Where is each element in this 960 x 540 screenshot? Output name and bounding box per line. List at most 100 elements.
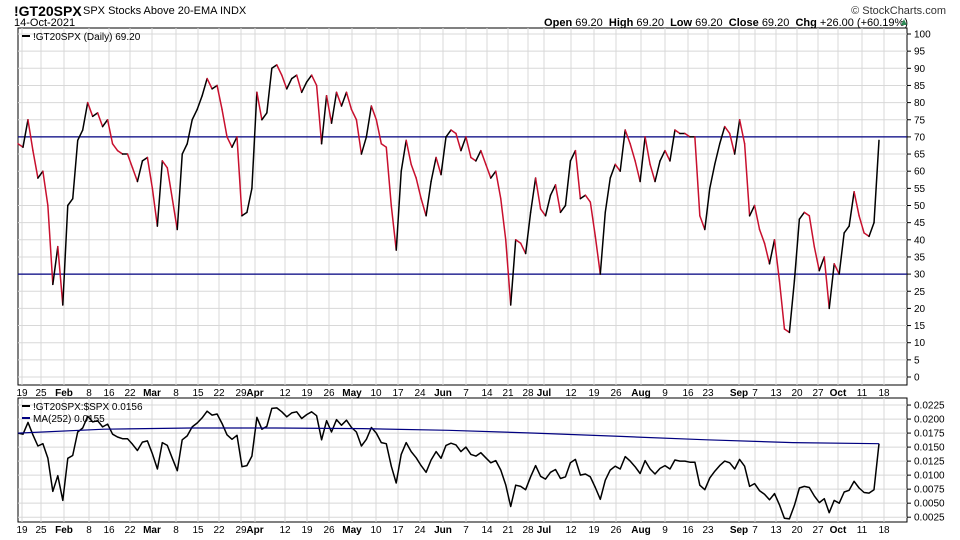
chart-date: 14-Oct-2021 bbox=[14, 17, 76, 29]
price-line-segment bbox=[644, 136, 651, 166]
price-line-segment bbox=[699, 215, 706, 231]
price-line-segment bbox=[350, 108, 358, 121]
price-line-segment bbox=[305, 74, 313, 83]
price-line-segment bbox=[460, 136, 467, 152]
price-xtick-label: 18 bbox=[878, 388, 890, 399]
ratio-xtick-label: 8 bbox=[86, 525, 92, 536]
price-line-segment bbox=[370, 105, 378, 121]
price-line-segment bbox=[420, 197, 427, 217]
price-xtick-label: May bbox=[342, 388, 362, 399]
symbol-title: !GT20SPX bbox=[14, 3, 82, 19]
price-line-segment bbox=[798, 211, 806, 220]
price-line-segment bbox=[17, 143, 24, 148]
price-xtick-label: 11 bbox=[857, 388, 868, 399]
price-line-segment bbox=[579, 194, 587, 200]
close-label: Close bbox=[728, 17, 759, 29]
price-line-segment bbox=[295, 74, 303, 94]
ratio-xtick-label: 27 bbox=[812, 525, 824, 536]
ratio-xtick-label: 9 bbox=[662, 525, 668, 536]
ratio-xtick-label: 12 bbox=[279, 525, 291, 536]
price-line-segment bbox=[395, 170, 402, 251]
price-line-segment bbox=[694, 136, 701, 217]
price-line-segment bbox=[748, 204, 756, 217]
price-xtick-label: Oct bbox=[830, 388, 847, 399]
ratio-xtick-label: 16 bbox=[103, 525, 115, 536]
price-line-segment bbox=[723, 125, 731, 135]
chg-label: Chg bbox=[795, 17, 817, 29]
price-line-segment bbox=[281, 74, 288, 90]
price-line-segment bbox=[465, 136, 472, 159]
price-line-segment bbox=[146, 156, 154, 190]
price-line-segment bbox=[400, 139, 407, 172]
price-line-segment bbox=[788, 280, 796, 334]
price-ytick-label: 0 bbox=[914, 373, 920, 384]
price-line-segment bbox=[86, 101, 94, 118]
ratio-xtick-label: 19 bbox=[301, 525, 313, 536]
price-line-segment bbox=[485, 163, 492, 179]
price-line-segment bbox=[37, 170, 44, 179]
price-line-segment bbox=[126, 153, 134, 169]
ratio-xtick-label: 20 bbox=[791, 525, 803, 536]
ratio-xtick-label: 10 bbox=[370, 525, 382, 536]
price-line-segment bbox=[330, 91, 338, 124]
price-line-segment bbox=[604, 177, 611, 214]
price-line-segment bbox=[47, 204, 54, 286]
price-line-segment bbox=[71, 139, 79, 200]
price-xtick-label: 7 bbox=[463, 388, 469, 399]
open-label: Open bbox=[544, 17, 573, 29]
price-xtick-label: 12 bbox=[279, 388, 291, 399]
ratio-xtick-label: 7 bbox=[463, 525, 469, 536]
price-line-segment bbox=[445, 129, 452, 138]
price-xtick-label: Jun bbox=[434, 388, 452, 399]
ratio-xtick-label: Apr bbox=[246, 525, 263, 536]
price-line-segment bbox=[639, 136, 646, 183]
price-line-segment bbox=[529, 177, 537, 214]
price-line-segment bbox=[276, 64, 283, 76]
ratio-ytick-label: 0.0100 bbox=[914, 471, 945, 482]
price-xtick-label: Sep bbox=[730, 388, 748, 399]
price-line-segment bbox=[574, 149, 582, 200]
ratio-xtick-label: 11 bbox=[857, 525, 868, 536]
price-line-segment bbox=[544, 194, 552, 217]
price-line-segment bbox=[783, 328, 791, 334]
ratio-ytick-label: 0.0025 bbox=[914, 513, 945, 524]
price-line-segment bbox=[390, 204, 397, 251]
price-line-segment bbox=[853, 191, 860, 217]
price-line-segment bbox=[838, 232, 845, 275]
price-xtick-label: 10 bbox=[370, 388, 382, 399]
ratio-xtick-label: 28 bbox=[522, 525, 534, 536]
price-xtick-label: 8 bbox=[173, 388, 179, 399]
price-line-segment bbox=[91, 112, 99, 118]
price-line-segment bbox=[773, 239, 781, 282]
price-line-segment bbox=[22, 119, 29, 148]
ratio-xtick-label: 19 bbox=[16, 525, 28, 536]
price-line-segment bbox=[141, 156, 149, 162]
ma-legend-label: MA(252) 0.0155 bbox=[33, 414, 105, 425]
price-line-segment bbox=[261, 112, 268, 121]
price-ytick-label: 100 bbox=[914, 30, 931, 41]
price-xtick-label: 16 bbox=[682, 388, 694, 399]
price-xtick-label: 21 bbox=[502, 388, 514, 399]
price-line-segment bbox=[440, 136, 447, 176]
price-line-segment bbox=[863, 232, 870, 238]
chart-header: !GT20SPX SPX Stocks Above 20-EMA INDX 14… bbox=[0, 0, 960, 29]
price-xtick-label: 25 bbox=[35, 388, 47, 399]
price-line-segment bbox=[619, 129, 626, 172]
price-line-segment bbox=[131, 167, 139, 183]
price-ytick-label: 40 bbox=[914, 235, 926, 246]
price-line-segment bbox=[659, 149, 666, 162]
price-line-segment bbox=[360, 136, 368, 155]
ratio-xtick-label: 17 bbox=[392, 525, 404, 536]
ratio-ytick-label: 0.0175 bbox=[914, 429, 945, 440]
price-line-segment bbox=[803, 211, 811, 217]
price-ytick-label: 10 bbox=[914, 338, 926, 349]
price-xtick-label: 19 bbox=[588, 388, 600, 399]
price-line-segment bbox=[554, 184, 562, 214]
ratio-xtick-label: Jun bbox=[434, 525, 452, 536]
price-ytick-label: 50 bbox=[914, 201, 926, 212]
price-line-segment bbox=[758, 228, 766, 244]
ratio-legend-label: !GT20SPX:$SPX 0.0156 bbox=[33, 402, 143, 413]
price-line-segment bbox=[733, 119, 741, 155]
price-ytick-label: 5 bbox=[914, 355, 920, 366]
price-xtick-label: 26 bbox=[323, 388, 335, 399]
